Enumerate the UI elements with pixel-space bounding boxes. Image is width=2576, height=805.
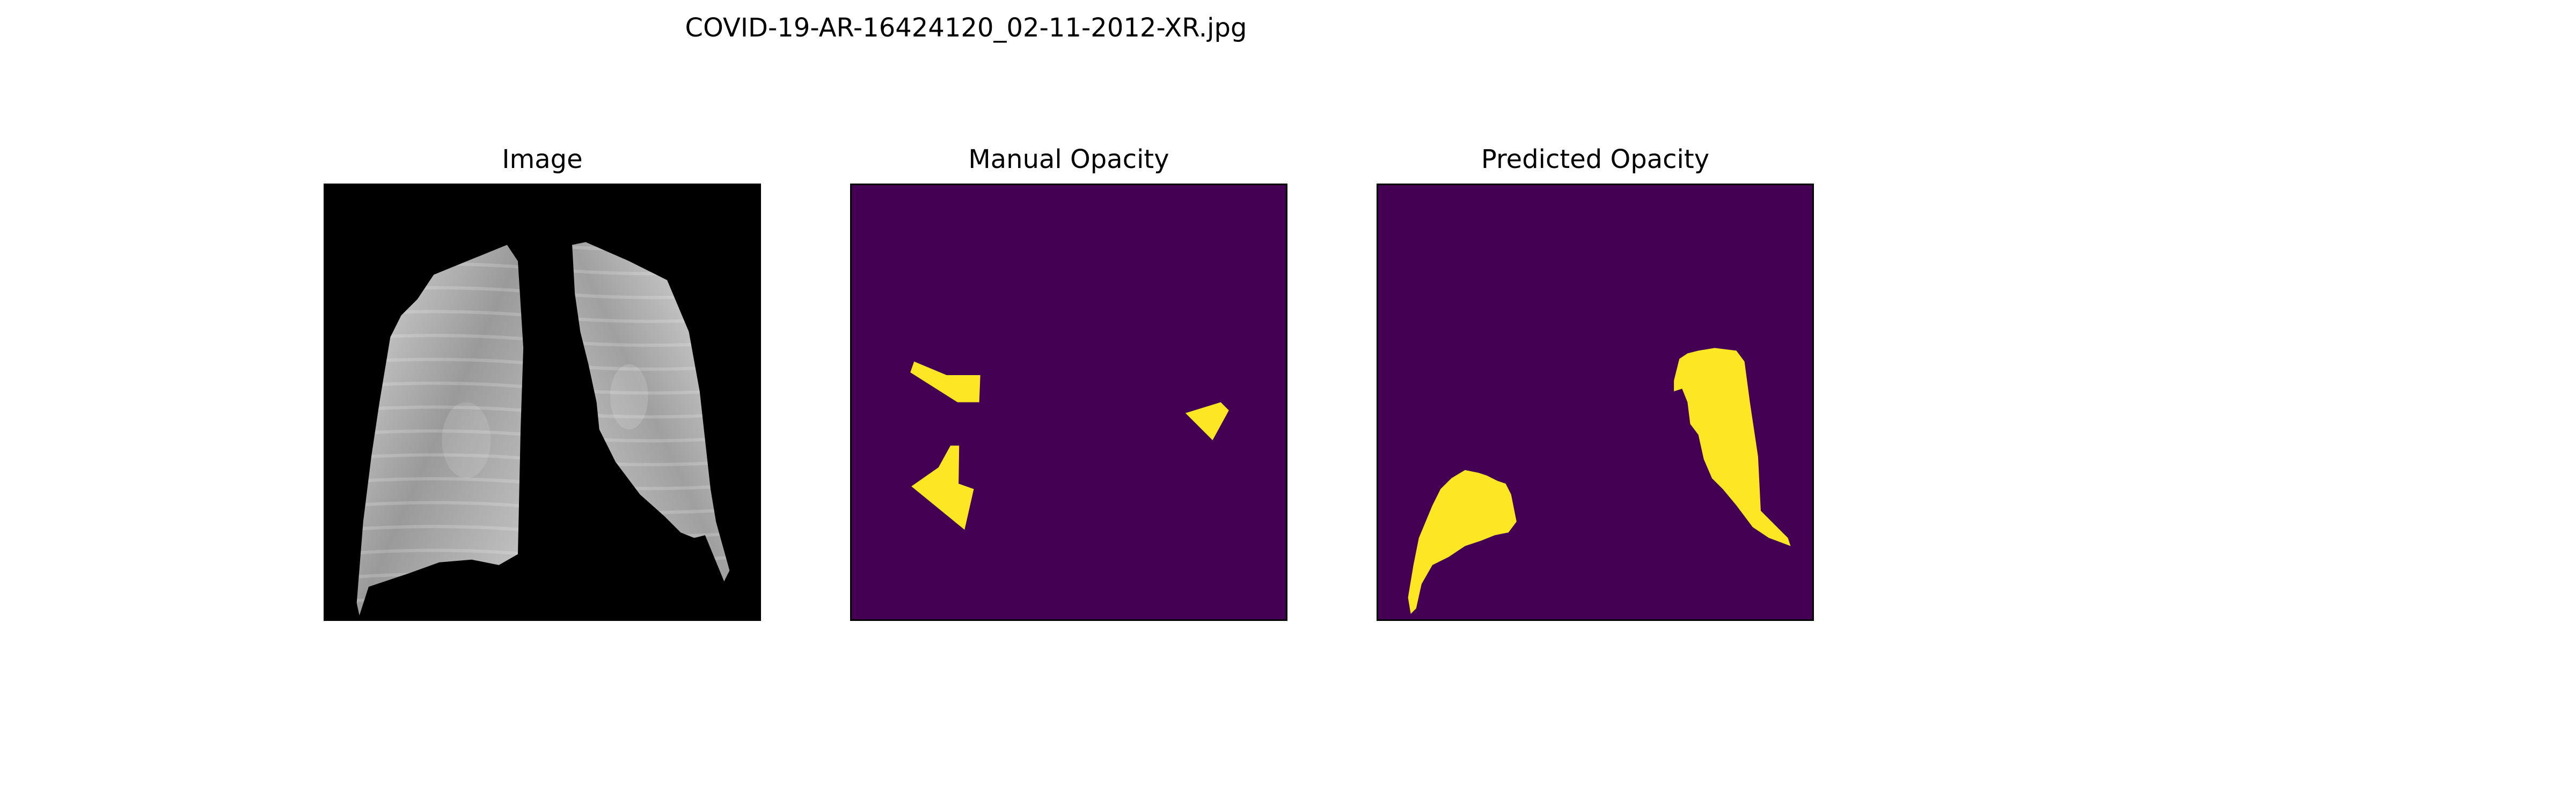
xray-image: [325, 185, 759, 619]
panel-predicted-opacity-axes: [1377, 184, 1814, 621]
panel-title-manual-opacity: Manual Opacity: [968, 144, 1169, 174]
panel-manual-opacity-axes: [850, 184, 1287, 621]
panel-image-axes: [324, 184, 761, 621]
predicted-opacity-region: [1408, 470, 1517, 614]
manual-opacity-mask: [852, 185, 1286, 619]
manual-opacity-region: [911, 445, 974, 530]
manual-opacity-region: [1185, 402, 1229, 441]
predicted-opacity-mask: [1378, 185, 1812, 619]
figure-title: COVID-19-AR-16424120_02-11-2012-XR.jpg: [685, 13, 1247, 43]
panel-title-predicted-opacity: Predicted Opacity: [1481, 144, 1710, 174]
manual-opacity-region: [910, 361, 980, 402]
panel-title-image: Image: [502, 144, 583, 174]
predicted-opacity-region: [1674, 348, 1791, 546]
